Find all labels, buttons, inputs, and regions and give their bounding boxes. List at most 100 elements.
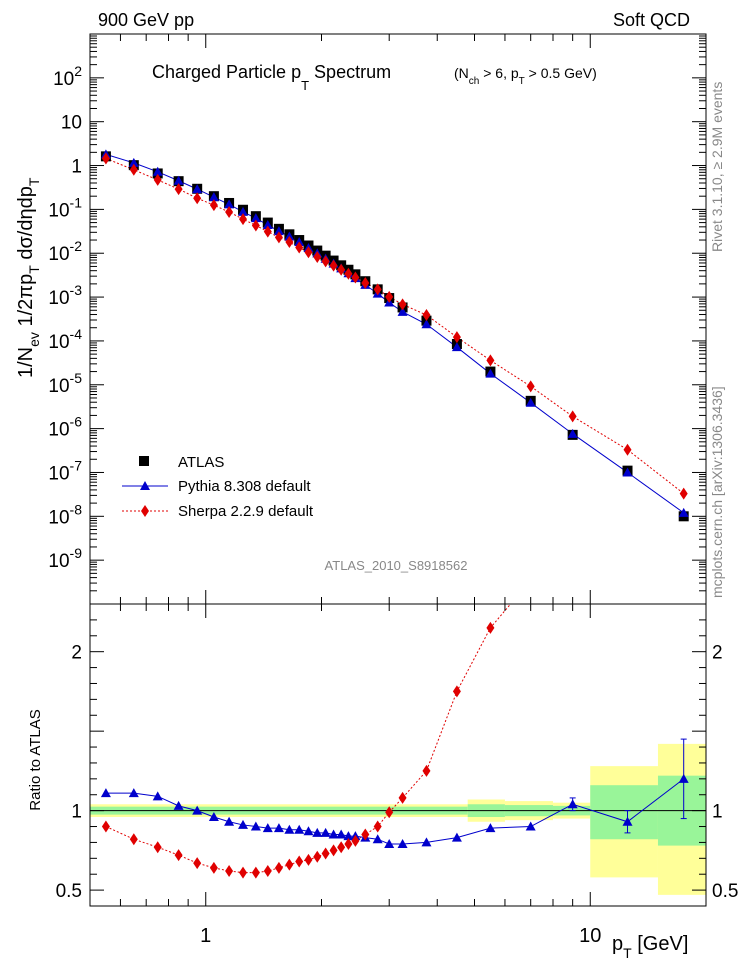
sherpa-point — [452, 331, 461, 344]
pythia-ratio-point — [192, 805, 203, 815]
pythia-point — [262, 220, 273, 230]
sherpa-point — [295, 241, 304, 254]
top-y-tick-label: 10-4 — [48, 326, 82, 353]
pythia-ratio-point — [451, 832, 462, 842]
sherpa-point — [274, 231, 283, 244]
rivet-version-label: Rivet 3.1.10, ≥ 2.9M events — [709, 82, 725, 252]
pythia-point — [421, 319, 432, 329]
sherpa-ratio-point — [225, 865, 234, 878]
sherpa-ratio-point — [624, 407, 632, 419]
sherpa-point — [373, 283, 382, 296]
sherpa-ratio-point — [263, 865, 272, 878]
top-y-tick-label: 10-5 — [48, 370, 82, 397]
pythia-ratio-point — [525, 821, 536, 831]
sherpa-ratio-point — [351, 834, 360, 847]
header-left: 900 GeV pp — [98, 10, 194, 30]
bottom-y-tick-label: 0.5 — [56, 881, 82, 902]
pythia-ratio-point — [294, 824, 305, 834]
pythia-point — [567, 428, 578, 438]
sherpa-point — [313, 251, 322, 264]
sherpa-ratio-point — [680, 328, 688, 340]
sherpa-ratio-point — [321, 847, 330, 860]
ratio-y-axis-label: Ratio to ATLAS — [27, 709, 44, 810]
pythia-point — [273, 226, 284, 236]
sherpa-ratio-point — [174, 849, 183, 862]
legend-label-atlas: ATLAS — [178, 454, 224, 471]
pythia-ratio-point — [421, 837, 432, 847]
pythia-point — [224, 199, 235, 209]
sherpa-ratio-point — [209, 861, 218, 874]
sherpa-ratio-point — [239, 866, 248, 879]
pythia-ratio-point — [622, 816, 633, 826]
sherpa-ratio-point — [361, 828, 370, 841]
ratio-panel: 1 10 0.5 0.5 1 1 2 2 Ratio to ATLAS — [27, 328, 738, 947]
sherpa-point — [385, 290, 394, 303]
top-y-tick-label: 10-3 — [48, 282, 82, 309]
top-y-tick-label: 10-8 — [48, 501, 82, 528]
sherpa-ratio-point — [385, 806, 394, 819]
pythia-ratio-point — [250, 821, 261, 831]
sherpa-ratio-point — [285, 858, 294, 871]
sherpa-ratio-point — [129, 833, 138, 846]
top-y-tick-label: 10 — [61, 113, 82, 134]
sherpa-ratio-point — [153, 841, 162, 854]
pythia-ratio-point — [312, 827, 323, 837]
pythia-ratio-point — [152, 791, 163, 801]
sherpa-point — [344, 267, 353, 280]
spectrum-panel: 102 10 1 10-1 10-2 10-3 10-4 10-5 10-6 10-7 10-8 10… — [15, 33, 707, 605]
top-y-tick-label: 10-7 — [48, 457, 82, 484]
sherpa-point — [251, 219, 260, 232]
sherpa-point — [398, 298, 407, 311]
pythia-ratio-point — [384, 839, 395, 849]
chart-title: Charged Particle pT Spectrum — [152, 62, 391, 93]
pythia-ratio-point — [284, 824, 295, 834]
sherpa-point — [174, 183, 183, 196]
sherpa-ratio-point — [295, 855, 304, 868]
sherpa-point — [193, 192, 202, 205]
pythia-point — [192, 184, 203, 194]
sherpa-ratio-point — [101, 820, 110, 833]
sherpa-ratio-point — [337, 841, 346, 854]
sherpa-ratio-point — [344, 838, 353, 851]
sherpa-point — [285, 236, 294, 249]
sherpa-point — [351, 271, 360, 284]
sherpa-point — [337, 263, 346, 276]
pythia-point — [173, 175, 184, 185]
pythia-ratio-point — [328, 829, 339, 839]
sherpa-point — [225, 206, 234, 219]
sherpa-line — [105, 157, 685, 494]
legend-label-pythia: Pythia 8.308 default — [178, 478, 311, 495]
sherpa-ratio-point — [486, 621, 495, 634]
analysis-label: ATLAS_2010_S8918562 — [325, 558, 468, 573]
sherpa-ratio-point — [373, 820, 382, 833]
legend-label-sherpa: Sherpa 2.2.9 default — [178, 503, 314, 520]
pythia-ratio-point — [100, 788, 111, 798]
pythia-ratio-point — [173, 800, 184, 810]
pythia-ratio-point — [336, 829, 347, 839]
sherpa-point — [526, 380, 535, 393]
pythia-point — [451, 342, 462, 352]
legend-marker-pythia — [140, 481, 150, 490]
sherpa-point — [361, 276, 370, 289]
sherpa-point — [321, 255, 330, 268]
sherpa-point — [153, 173, 162, 186]
pythia-ratio-point — [320, 827, 331, 837]
sherpa-point — [304, 246, 313, 259]
pythia-ratio-point — [485, 823, 496, 833]
x-axis-label: pT [GeV] — [612, 933, 688, 961]
sherpa-point — [568, 410, 577, 423]
x-tick-label: 1 — [200, 925, 211, 947]
bottom-y-tick-label: 2 — [71, 643, 82, 664]
sherpa-point — [129, 163, 138, 176]
legend-marker-sherpa — [141, 505, 149, 517]
pythia-point — [250, 213, 261, 223]
pythia-ratio-point — [224, 816, 235, 826]
bottom-y-tick-label: 1 — [71, 802, 82, 823]
sherpa-point — [263, 225, 272, 238]
top-y-tick-label: 10-2 — [48, 238, 82, 265]
pythia-ratio-point — [273, 823, 284, 833]
legend: ATLAS Pythia 8.308 default Sherpa 2.2.9 … — [122, 454, 314, 520]
inner-uncertainty-band — [590, 785, 658, 840]
pythia-ratio-point — [238, 819, 249, 829]
